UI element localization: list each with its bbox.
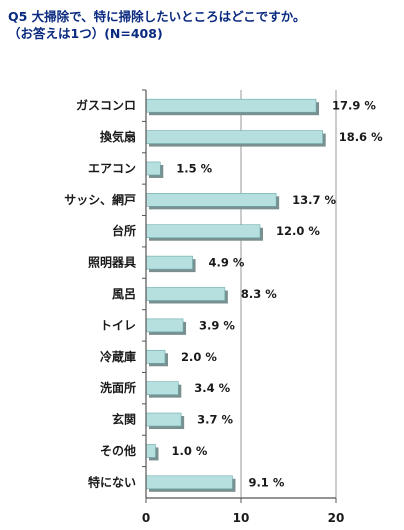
chart-title: Q5 大掃除で、特に掃除したいところはどこですか。 [8,9,306,24]
category-label: 台所 [112,223,136,238]
value-label: 2.0 % [181,350,217,364]
bar [145,130,323,144]
chart-subtitle: （お答えは1つ）(N=408) [8,26,163,41]
category-label: エアコン [88,161,136,175]
category-label: サッシ、網戸 [64,192,136,207]
category-label: 特にない [88,474,136,489]
value-label: 13.7 % [292,193,336,207]
x-tick-label: 0 [142,511,150,525]
value-label: 17.9 % [332,99,376,113]
category-label: 換気扇 [100,129,136,144]
category-label: 冷蔵庫 [100,349,136,364]
value-label: 8.3 % [241,287,277,301]
x-tick-label: 10 [233,511,250,525]
bar [145,255,193,270]
value-label: 1.5 % [176,161,212,175]
bar [145,161,161,176]
x-tick-label: 20 [328,511,345,525]
bar [145,193,277,207]
value-label: 3.9 % [199,318,235,332]
category-label: 玄関 [112,412,136,427]
bar [145,349,166,364]
category-label: その他 [100,443,136,458]
category-label: トイレ [100,318,136,332]
category-label: 照明器具 [88,255,136,270]
bar [145,381,179,395]
value-label: 3.7 % [197,413,233,427]
bar [145,444,156,458]
value-label: 12.0 % [276,224,320,238]
value-label: 1.0 % [172,444,208,458]
bar [145,412,182,427]
value-label: 9.1 % [248,475,284,489]
category-label: 洗面所 [100,380,136,395]
value-label: 18.6 % [339,130,383,144]
title-block: Q5 大掃除で、特に掃除したいところはどこですか。 （お答えは1つ）(N=408… [8,8,400,42]
bar [145,318,184,333]
category-label: 風呂 [112,287,136,301]
value-label: 4.9 % [209,256,245,270]
bar [145,287,226,301]
value-label: 3.4 % [194,381,230,395]
bar [145,475,233,490]
bar [145,224,261,239]
bar [145,98,317,113]
category-label: ガスコンロ [76,98,136,113]
